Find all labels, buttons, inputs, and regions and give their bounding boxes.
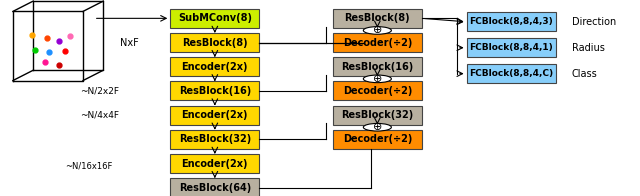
- Text: ResBlock(32): ResBlock(32): [179, 134, 251, 144]
- Text: ResBlock(32): ResBlock(32): [341, 110, 413, 120]
- Text: ResBlock(16): ResBlock(16): [179, 86, 251, 96]
- Text: ⊕: ⊕: [372, 122, 382, 132]
- FancyBboxPatch shape: [333, 33, 422, 52]
- Text: ~N/4x4F: ~N/4x4F: [80, 111, 119, 120]
- Text: FCBlock(8,8,4,1): FCBlock(8,8,4,1): [469, 43, 553, 52]
- FancyBboxPatch shape: [333, 57, 422, 76]
- Circle shape: [364, 123, 392, 131]
- Text: NxF: NxF: [120, 38, 138, 48]
- FancyBboxPatch shape: [170, 106, 259, 125]
- FancyBboxPatch shape: [467, 38, 556, 57]
- Text: Direction: Direction: [572, 17, 616, 27]
- FancyBboxPatch shape: [170, 81, 259, 100]
- Text: Encoder(2x): Encoder(2x): [182, 62, 248, 72]
- FancyBboxPatch shape: [467, 64, 556, 83]
- FancyBboxPatch shape: [467, 12, 556, 31]
- Text: ⊕: ⊕: [372, 25, 382, 35]
- Text: Class: Class: [572, 69, 598, 79]
- FancyBboxPatch shape: [333, 9, 422, 28]
- Text: Decoder(÷2): Decoder(÷2): [342, 134, 412, 144]
- Text: ResBlock(16): ResBlock(16): [341, 62, 413, 72]
- Text: ResBlock(8): ResBlock(8): [182, 38, 248, 48]
- Text: SubMConv(8): SubMConv(8): [178, 13, 252, 23]
- FancyBboxPatch shape: [170, 9, 259, 28]
- Text: Radius: Radius: [572, 43, 605, 53]
- Text: ~N/2x2F: ~N/2x2F: [80, 86, 119, 95]
- Text: Encoder(2x): Encoder(2x): [182, 159, 248, 169]
- Text: FCBlock(8,8,4,3): FCBlock(8,8,4,3): [469, 17, 553, 26]
- Text: ResBlock(8): ResBlock(8): [344, 13, 410, 23]
- FancyBboxPatch shape: [333, 106, 422, 125]
- FancyBboxPatch shape: [170, 178, 259, 196]
- Text: ResBlock(64): ResBlock(64): [179, 183, 251, 193]
- FancyBboxPatch shape: [333, 81, 422, 100]
- Text: FCBlock(8,8,4,C): FCBlock(8,8,4,C): [469, 69, 553, 78]
- Text: Encoder(2x): Encoder(2x): [182, 110, 248, 120]
- FancyBboxPatch shape: [170, 130, 259, 149]
- Text: Decoder(÷2): Decoder(÷2): [342, 38, 412, 48]
- FancyBboxPatch shape: [170, 33, 259, 52]
- Circle shape: [364, 27, 392, 34]
- Text: ⊕: ⊕: [372, 74, 382, 84]
- FancyBboxPatch shape: [170, 154, 259, 173]
- Text: Decoder(÷2): Decoder(÷2): [342, 86, 412, 96]
- FancyBboxPatch shape: [170, 57, 259, 76]
- Text: ~N/16x16F: ~N/16x16F: [65, 162, 113, 171]
- FancyBboxPatch shape: [333, 130, 422, 149]
- Circle shape: [364, 75, 392, 83]
